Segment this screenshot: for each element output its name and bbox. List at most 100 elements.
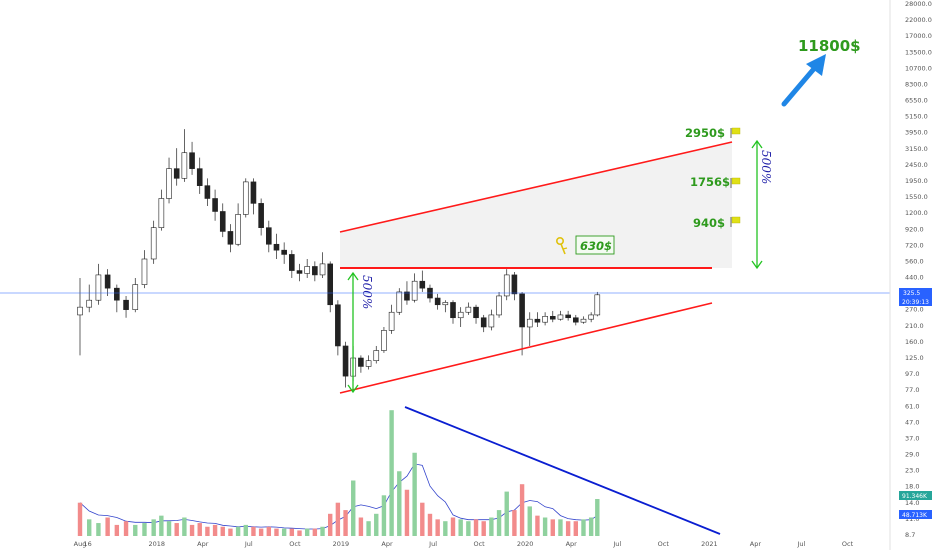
time-tick-label: 16 bbox=[84, 540, 92, 548]
price-tick-label: 210.0 bbox=[905, 322, 924, 330]
candle-body bbox=[141, 258, 148, 285]
percent-label-right: 500% bbox=[759, 150, 773, 184]
arrow-up-right-icon bbox=[781, 54, 826, 107]
price-tick-label: 5150.0 bbox=[905, 113, 928, 121]
candle-body bbox=[327, 263, 334, 306]
volume-bar bbox=[427, 513, 433, 536]
volume-bar bbox=[133, 524, 138, 536]
target-label-1756: 1756$ bbox=[690, 175, 730, 189]
price-tick-label: 37.0 bbox=[905, 435, 919, 443]
time-tick-label: 2018 bbox=[149, 540, 166, 548]
candle-body bbox=[104, 274, 111, 289]
volume-bar bbox=[251, 526, 256, 536]
candle-body bbox=[212, 198, 218, 212]
volume-bar bbox=[335, 502, 341, 536]
price-tick-label: 1200.0 bbox=[905, 209, 928, 217]
price-axis[interactable]: 28000.0 22000.0 17000.0 13500.0 10700.0 8300.… bbox=[905, 0, 932, 539]
volume-downtrend-line bbox=[404, 406, 721, 535]
candle-body bbox=[342, 345, 349, 377]
last-price-value: 325.5 bbox=[903, 290, 920, 297]
flag-icon bbox=[730, 127, 741, 138]
volume-bar bbox=[443, 521, 448, 536]
price-tick-label: 28000.0 bbox=[905, 0, 932, 8]
candle-body bbox=[166, 168, 172, 199]
volume-bar bbox=[159, 515, 164, 536]
candle-body bbox=[219, 211, 226, 232]
candle-body bbox=[526, 318, 533, 328]
price-tick-label: 13500.0 bbox=[905, 48, 932, 56]
volume-bar bbox=[312, 528, 318, 536]
price-tick-label: 440.0 bbox=[905, 274, 924, 282]
price-tick-label: 720.0 bbox=[905, 241, 924, 249]
candle-body bbox=[123, 299, 129, 310]
volume-bar bbox=[358, 517, 364, 536]
candle-body bbox=[573, 317, 579, 323]
volume-bar bbox=[205, 526, 210, 536]
volume-bar bbox=[96, 523, 101, 536]
candle-body bbox=[281, 249, 287, 255]
key-level-label: 630$ bbox=[580, 239, 612, 253]
time-tick-label: 2019 bbox=[333, 540, 350, 548]
volume-bar bbox=[297, 530, 302, 536]
candle-body bbox=[227, 231, 234, 245]
price-tick-label: 97.0 bbox=[905, 370, 919, 378]
price-tick-label: 14.0 bbox=[905, 499, 919, 507]
volume-bar bbox=[595, 499, 600, 536]
volume-bar bbox=[189, 524, 195, 536]
time-tick-label: Aug bbox=[74, 540, 87, 548]
volume-bar bbox=[77, 502, 83, 536]
volume-bar bbox=[496, 510, 502, 536]
price-tick-label: 22000.0 bbox=[905, 16, 932, 24]
volume-bar bbox=[435, 519, 440, 536]
time-tick-label: Apr bbox=[381, 540, 393, 548]
candle-body bbox=[457, 311, 464, 319]
time-tick-label: Apr bbox=[566, 540, 578, 548]
volume-ma-value: 48.713K bbox=[902, 512, 928, 519]
volume-bar bbox=[565, 521, 571, 536]
time-tick-label: Apr bbox=[197, 540, 209, 548]
volume-value: 91.346K bbox=[902, 493, 928, 500]
volume-bar bbox=[412, 452, 417, 536]
candle-body bbox=[312, 266, 318, 276]
candle-body bbox=[411, 280, 418, 301]
time-tick-label: Jul bbox=[796, 540, 805, 548]
volume-bar bbox=[266, 526, 272, 536]
candle-body bbox=[434, 297, 441, 306]
price-tick-label: 2450.0 bbox=[905, 161, 928, 169]
volume-bar bbox=[343, 510, 348, 536]
volume-bar bbox=[519, 484, 525, 536]
volume-bar bbox=[182, 517, 187, 536]
time-tick-label: Jul bbox=[244, 540, 253, 548]
volume-bar bbox=[320, 526, 325, 536]
time-tick-label: Oct bbox=[473, 540, 485, 548]
price-tick-label: 18.0 bbox=[905, 483, 919, 491]
volume-bar bbox=[458, 519, 463, 536]
time-tick-label: 2021 bbox=[701, 540, 718, 548]
candle-body bbox=[196, 168, 203, 186]
candle-body bbox=[235, 214, 241, 245]
volume-bar bbox=[374, 513, 379, 536]
countdown-badge bbox=[899, 297, 932, 306]
price-tick-label: 125.0 bbox=[905, 354, 924, 362]
candle-body bbox=[319, 263, 326, 276]
time-tick-label: 2020 bbox=[517, 540, 534, 548]
candle-body bbox=[358, 357, 364, 367]
price-tick-label: 6550.0 bbox=[905, 97, 928, 105]
volume-bar bbox=[489, 517, 494, 536]
double-arrow-icon bbox=[751, 139, 763, 270]
price-tick-label: 47.0 bbox=[905, 418, 919, 426]
time-tick-label: Jul bbox=[428, 540, 437, 548]
candle-body bbox=[335, 304, 341, 347]
price-tick-label: 1950.0 bbox=[905, 177, 928, 185]
candle-body bbox=[132, 284, 139, 310]
volume-bar bbox=[123, 521, 129, 536]
big-target-label: 11800$ bbox=[798, 37, 861, 55]
candle-body bbox=[266, 227, 272, 245]
price-tick-label: 23.0 bbox=[905, 467, 919, 475]
volume-bar bbox=[105, 517, 110, 536]
volume-bar bbox=[381, 495, 387, 536]
last-price-badge bbox=[899, 288, 932, 297]
candle-body bbox=[250, 181, 257, 204]
